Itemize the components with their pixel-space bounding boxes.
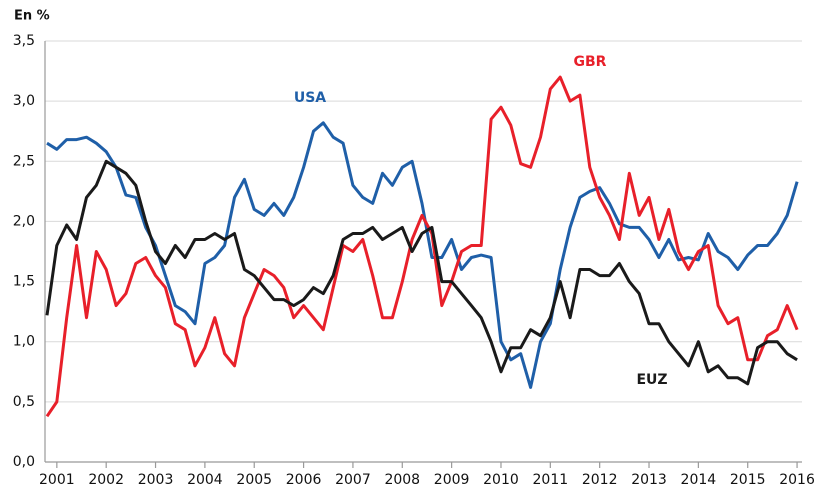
series-label: EUZ bbox=[636, 372, 667, 388]
line-series bbox=[45, 159, 798, 386]
x-tick-label: 2001 bbox=[39, 472, 75, 488]
y-tick-label: 3,0 bbox=[13, 93, 35, 109]
y-tick-label: 0,5 bbox=[13, 394, 35, 410]
x-tick-label: 2013 bbox=[631, 472, 667, 488]
y-tick-label: 1,0 bbox=[13, 334, 35, 350]
y-tick-label: 2,5 bbox=[13, 153, 35, 169]
x-tick-label: 2007 bbox=[335, 472, 371, 488]
line-series bbox=[46, 121, 799, 389]
x-tick-label: 2005 bbox=[236, 472, 272, 488]
x-tick-label: 2010 bbox=[483, 472, 519, 488]
y-tick-label: 3,5 bbox=[13, 33, 35, 49]
x-tick-label: 2003 bbox=[138, 472, 174, 488]
series-label: GBR bbox=[574, 54, 607, 70]
x-tick-label: 2006 bbox=[286, 472, 322, 488]
line-series bbox=[45, 75, 799, 418]
x-tick-label: 2016 bbox=[779, 472, 815, 488]
x-tick-label: 2008 bbox=[384, 472, 420, 488]
x-tick-label: 2002 bbox=[88, 472, 124, 488]
y-tick-label: 0,0 bbox=[13, 454, 35, 470]
x-tick-label: 2011 bbox=[533, 472, 569, 488]
x-tick-label: 2015 bbox=[730, 472, 766, 488]
y-tick-label: 1,5 bbox=[13, 274, 35, 290]
x-tick-label: 2014 bbox=[681, 472, 717, 488]
x-tick-label: 2009 bbox=[434, 472, 470, 488]
x-tick-label: 2004 bbox=[187, 472, 223, 488]
y-tick-label: 2,0 bbox=[13, 213, 35, 229]
series-label: USA bbox=[294, 90, 326, 106]
x-tick-label: 2012 bbox=[582, 472, 618, 488]
chart-title: En % bbox=[14, 9, 50, 24]
